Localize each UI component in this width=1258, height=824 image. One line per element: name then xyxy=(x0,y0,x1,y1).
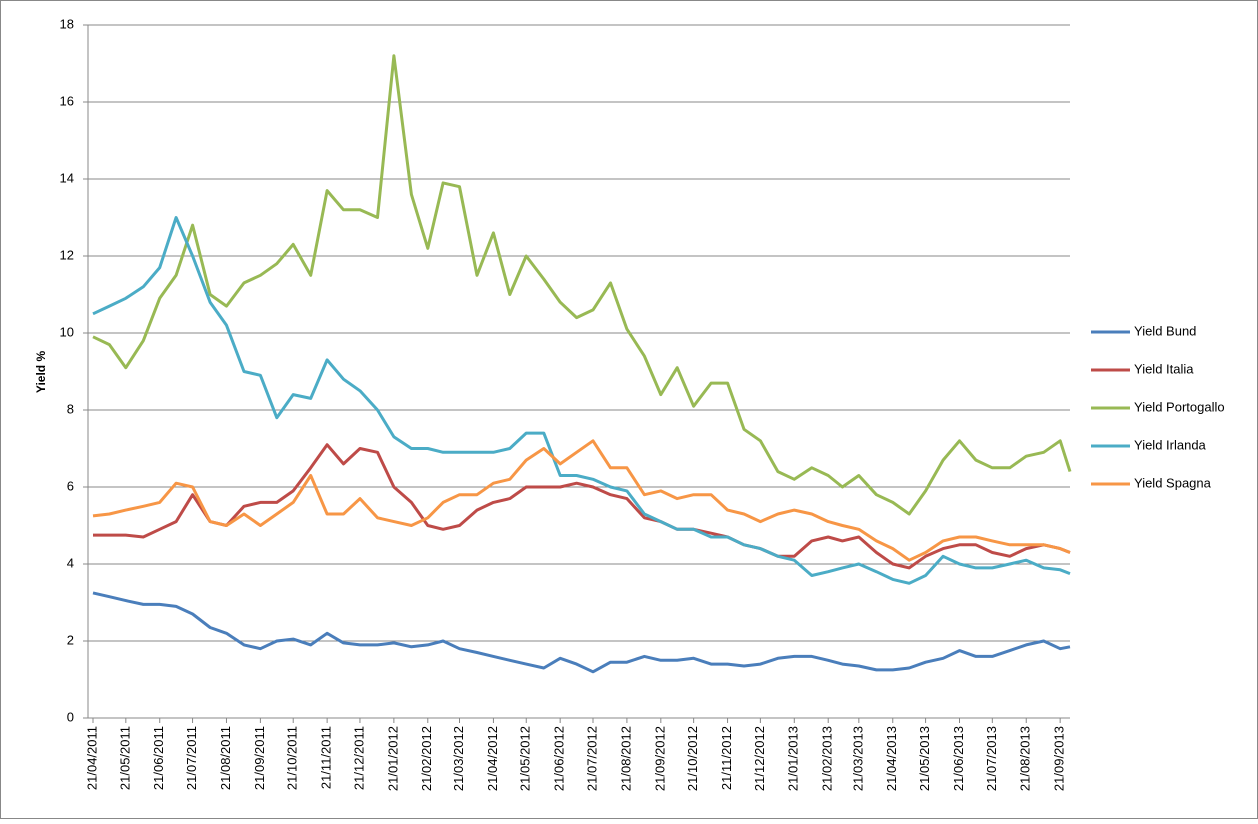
y-tick-label: 16 xyxy=(60,93,74,108)
x-tick-label: 21/12/2011 xyxy=(351,726,366,790)
x-tick-label: 21/09/2013 xyxy=(1052,726,1067,791)
x-tick-label: 21/10/2012 xyxy=(685,726,700,791)
x-tick-label: 21/11/2012 xyxy=(719,726,734,790)
x-tick-label: 21/05/2011 xyxy=(117,726,132,790)
x-tick-label: 21/02/2012 xyxy=(419,726,434,791)
series-line xyxy=(92,54,1072,516)
legend-label: Yield Italia xyxy=(1134,361,1194,376)
x-tick-label: 21/07/2013 xyxy=(984,726,999,791)
x-tick-label: 21/03/2013 xyxy=(850,726,865,791)
x-tick-label: 21/12/2012 xyxy=(752,726,767,791)
x-tick-label: 21/08/2013 xyxy=(1018,726,1033,791)
x-tick-label: 21/01/2012 xyxy=(385,726,400,791)
x-tick-label: 21/04/2013 xyxy=(884,726,899,791)
y-tick-label: 4 xyxy=(67,555,74,570)
x-tick-label: 21/06/2012 xyxy=(552,726,567,791)
y-tick-label: 8 xyxy=(67,401,74,416)
series-line xyxy=(92,439,1071,562)
y-tick-label: 10 xyxy=(60,324,74,339)
x-tick-label: 21/06/2013 xyxy=(951,726,966,791)
series-line xyxy=(92,216,1071,585)
y-tick-label: 14 xyxy=(60,170,74,185)
y-tick-label: 0 xyxy=(67,709,74,724)
series-line xyxy=(92,591,1071,674)
x-tick-label: 21/11/2011 xyxy=(319,726,334,789)
x-tick-label: 21/03/2012 xyxy=(451,726,466,791)
x-tick-label: 21/05/2013 xyxy=(917,726,932,791)
x-tick-label: 21/09/2011 xyxy=(252,726,267,790)
x-tick-label: 21/01/2013 xyxy=(786,726,801,791)
legend-label: Yield Spagna xyxy=(1134,475,1212,490)
y-tick-label: 12 xyxy=(60,247,74,262)
x-tick-label: 21/08/2011 xyxy=(218,726,233,790)
y-tick-label: 6 xyxy=(67,478,74,493)
series-line xyxy=(93,443,1071,570)
y-tick-label: 2 xyxy=(67,632,74,647)
x-tick-label: 21/05/2012 xyxy=(518,726,533,791)
y-axis-label: Yield % xyxy=(34,351,48,394)
x-tick-label: 21/09/2012 xyxy=(652,726,667,791)
x-tick-label: 21/06/2011 xyxy=(151,726,166,790)
x-tick-label: 21/02/2013 xyxy=(820,726,835,791)
legend-label: Yield Irlanda xyxy=(1134,437,1207,452)
x-tick-label: 21/07/2012 xyxy=(584,726,599,791)
x-tick-label: 21/07/2011 xyxy=(184,726,199,790)
x-tick-label: 21/08/2012 xyxy=(618,726,633,791)
x-tick-label: 21/04/2011 xyxy=(84,726,99,790)
x-tick-label: 21/04/2012 xyxy=(485,726,500,791)
y-tick-label: 18 xyxy=(60,16,74,31)
x-tick-label: 21/10/2011 xyxy=(285,726,300,790)
legend-label: Yield Bund xyxy=(1134,323,1196,338)
legend-label: Yield Portogallo xyxy=(1134,399,1225,414)
